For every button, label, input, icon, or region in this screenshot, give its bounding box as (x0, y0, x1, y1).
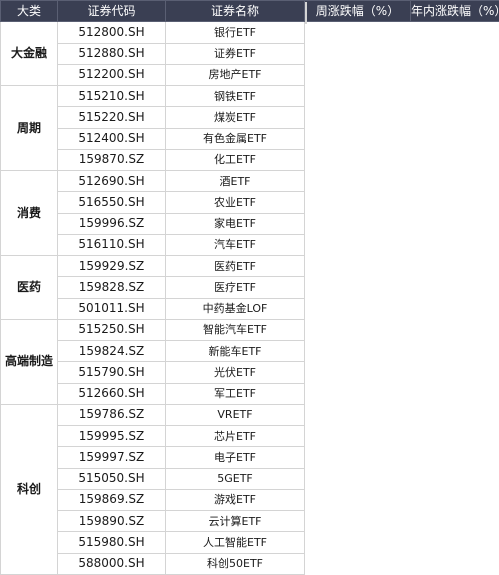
table-row: 159995.SZ芯片ETF9.63-3.54 (1, 426, 499, 447)
header-code: 证券代码 (58, 1, 166, 22)
security-code: 512400.SH (58, 128, 166, 149)
security-name: 科创50ETF (166, 553, 305, 574)
security-name: 军工ETF (166, 383, 305, 404)
security-code: 159997.SZ (58, 447, 166, 468)
security-name: 银行ETF (166, 22, 305, 43)
header-ytd-change: 年内涨跌幅（%） (411, 1, 499, 22)
security-name: VRETF (166, 404, 305, 425)
security-code: 159828.SZ (58, 277, 166, 298)
security-name: 煤炭ETF (166, 107, 305, 128)
table-row: 515050.SH5GETF9.811.20 (1, 468, 499, 489)
security-code: 159786.SZ (58, 404, 166, 425)
security-name: 钢铁ETF (166, 86, 305, 107)
category-cell: 大金融 (1, 22, 58, 86)
security-name: 云计算ETF (166, 511, 305, 532)
header-name: 证券名称 (166, 1, 305, 22)
security-name: 医疗ETF (166, 277, 305, 298)
security-code: 159929.SZ (58, 256, 166, 277)
security-code: 588000.SH (58, 553, 166, 574)
security-name: 芯片ETF (166, 426, 305, 447)
security-name: 新能车ETF (166, 341, 305, 362)
security-code: 159890.SZ (58, 511, 166, 532)
security-name: 智能汽车ETF (166, 319, 305, 340)
security-code: 159824.SZ (58, 341, 166, 362)
security-name: 光伏ETF (166, 362, 305, 383)
security-name: 房地产ETF (166, 64, 305, 85)
category-cell: 医药 (1, 256, 58, 320)
security-code: 159870.SZ (58, 149, 166, 170)
security-name: 人工智能ETF (166, 532, 305, 553)
security-name: 游戏ETF (166, 489, 305, 510)
table-row: 512880.SH证券ETF2.002.00 (1, 43, 499, 64)
security-code: 515210.SH (58, 86, 166, 107)
security-code: 515050.SH (58, 468, 166, 489)
security-name: 汽车ETF (166, 234, 305, 255)
security-code: 501011.SH (58, 298, 166, 319)
table-row: 516550.SH农业ETF0.83-1.13 (1, 192, 499, 213)
header-weekly-change: 周涨跌幅（%） (305, 1, 411, 22)
table-row: 512660.SH军工ETF5.41-6.56 (1, 383, 499, 404)
security-code: 512880.SH (58, 43, 166, 64)
security-code: 515980.SH (58, 532, 166, 553)
security-name: 医药ETF (166, 256, 305, 277)
security-name: 化工ETF (166, 149, 305, 170)
security-code: 512660.SH (58, 383, 166, 404)
security-name: 5GETF (166, 468, 305, 489)
security-code: 159995.SZ (58, 426, 166, 447)
table-row: 515980.SH人工智能ETF10.773.09 (1, 532, 499, 553)
security-code: 512200.SH (58, 64, 166, 85)
table-row: 588000.SH科创50ETF6.74-4.68 (1, 553, 499, 574)
category-cell: 高端制造 (1, 319, 58, 404)
security-code: 159869.SZ (58, 489, 166, 510)
ytd-change-cell: -4.68 (305, 2, 307, 24)
table-row: 512400.SH有色金属ETF2.380.00 (1, 128, 499, 149)
category-cell: 周期 (1, 86, 58, 171)
security-name: 家电ETF (166, 213, 305, 234)
table-row: 501011.SH中药基金LOF1.23-3.51 (1, 298, 499, 319)
category-cell: 科创 (1, 404, 58, 574)
security-name: 证券ETF (166, 43, 305, 64)
category-cell: 消费 (1, 171, 58, 256)
table-row: 159870.SZ化工ETF2.82-0.85 (1, 149, 499, 170)
table-row: 516110.SH汽车ETF3.560.49 (1, 234, 499, 255)
table-row: 159828.SZ医疗ETF1.61-8.70 (1, 277, 499, 298)
security-name: 酒ETF (166, 171, 305, 192)
security-name: 农业ETF (166, 192, 305, 213)
table-row: 159869.SZ游戏ETF5.271.96 (1, 489, 499, 510)
security-code: 512800.SH (58, 22, 166, 43)
table-row: 159997.SZ电子ETF8.71-2.21 (1, 447, 499, 468)
table-body: 大金融512800.SH银行ETF-2.271.61512880.SH证券ETF… (1, 22, 499, 575)
header-row: 大类 证券代码 证券名称 周涨跌幅（%） 年内涨跌幅（%） (1, 1, 499, 22)
table-row: 159890.SZ云计算ETF11.153.35 (1, 511, 499, 532)
security-name: 有色金属ETF (166, 128, 305, 149)
table-row: 515790.SH光伏ETF4.13-3.60 (1, 362, 499, 383)
security-name: 电子ETF (166, 447, 305, 468)
header-category: 大类 (1, 1, 58, 22)
security-name: 中药基金LOF (166, 298, 305, 319)
security-code: 516110.SH (58, 234, 166, 255)
security-code: 516550.SH (58, 192, 166, 213)
security-code: 515790.SH (58, 362, 166, 383)
security-code: 515220.SH (58, 107, 166, 128)
security-code: 159996.SZ (58, 213, 166, 234)
security-code: 515250.SH (58, 319, 166, 340)
security-code: 512690.SH (58, 171, 166, 192)
